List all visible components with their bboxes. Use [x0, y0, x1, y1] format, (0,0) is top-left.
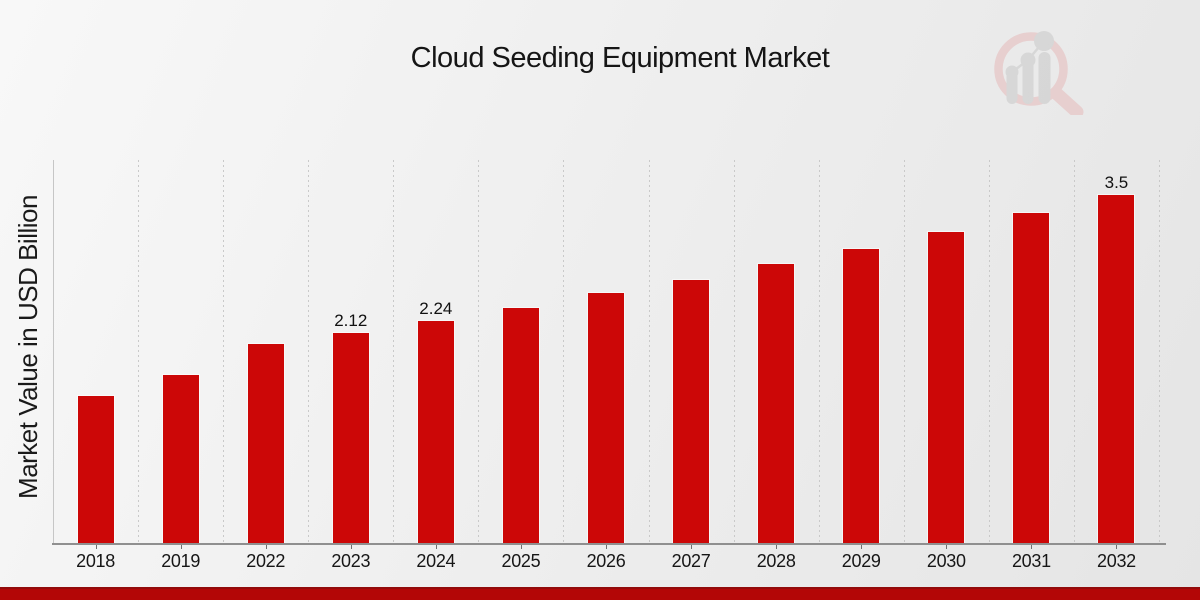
gridline — [138, 160, 140, 544]
bar-2018 — [77, 396, 114, 544]
gridline — [903, 160, 905, 544]
x-tick — [861, 545, 863, 549]
x-tick — [265, 545, 267, 549]
gridline — [648, 160, 650, 544]
magnifier-bar-chart-logo — [994, 31, 1084, 115]
x-tick — [1031, 545, 1033, 549]
bar-2023 — [332, 333, 369, 544]
gridline — [308, 160, 310, 544]
logo-bar-tall — [1038, 52, 1051, 104]
logo-dot-small — [1005, 65, 1019, 79]
gridline — [1073, 160, 1075, 544]
footer-stripe — [0, 587, 1200, 600]
x-tick-label-2027: 2027 — [671, 551, 711, 571]
bar-2027 — [673, 280, 710, 544]
x-tick-label-2029: 2029 — [841, 551, 881, 571]
bar-2024 — [417, 321, 454, 544]
x-tick-label-2028: 2028 — [756, 551, 796, 571]
bar-2026 — [588, 293, 624, 544]
x-tick — [1116, 545, 1118, 549]
bar-2019 — [162, 375, 199, 544]
x-tick — [435, 545, 437, 549]
x-tick-label-2023: 2023 — [331, 551, 371, 571]
bar-2028 — [758, 264, 795, 544]
x-tick-label-2032: 2032 — [1097, 551, 1136, 571]
y-axis-spine — [53, 160, 54, 544]
bar-value-label: 3.5 — [1104, 173, 1129, 192]
x-tick — [606, 545, 607, 549]
x-axis-line — [52, 543, 1166, 545]
gridline — [1159, 160, 1160, 544]
x-tick — [95, 545, 97, 549]
x-tick-label-2019: 2019 — [161, 551, 201, 571]
x-tick — [946, 545, 948, 549]
x-tick-label-2018: 2018 — [76, 551, 115, 571]
x-tick-label-2030: 2030 — [926, 551, 966, 571]
x-tick-label-2031: 2031 — [1011, 551, 1051, 571]
x-tick — [776, 545, 778, 549]
bar-value-label: 2.12 — [334, 311, 368, 330]
x-tick — [691, 545, 693, 549]
bar-2022 — [247, 344, 284, 544]
gridline — [988, 160, 990, 544]
chart-title: Cloud Seeding Equipment Market — [410, 42, 830, 74]
x-tick-label-2025: 2025 — [501, 551, 541, 571]
bar-2029 — [843, 249, 880, 544]
logo-dot-large — [1034, 31, 1054, 51]
gridline — [393, 160, 395, 544]
gridline — [223, 160, 225, 544]
bar-2032 — [1098, 195, 1135, 544]
bar-2031 — [1013, 213, 1050, 544]
logo-bar-medium — [1022, 59, 1034, 104]
plot-area: 2.12 2.24 3.5 — [53, 160, 1160, 544]
x-tick-label-2024: 2024 — [416, 551, 456, 571]
logo-dot-medium — [1020, 52, 1036, 68]
logo-bar-small — [1006, 70, 1018, 104]
gridline — [818, 160, 820, 544]
x-tick — [180, 545, 182, 549]
x-tick — [350, 545, 352, 549]
x-tick — [520, 545, 522, 549]
bar-2025 — [502, 308, 539, 544]
gridline — [478, 160, 480, 544]
x-tick-label-2022: 2022 — [246, 551, 286, 571]
bar-value-label: 2.24 — [419, 299, 453, 318]
bar-2030 — [928, 232, 965, 544]
x-tick-label-2026: 2026 — [586, 551, 626, 571]
gridline — [733, 160, 735, 544]
gridline — [563, 160, 565, 544]
magnifier-handle — [1049, 86, 1084, 115]
y-axis-label: Market Value in USD Billion — [13, 195, 43, 499]
